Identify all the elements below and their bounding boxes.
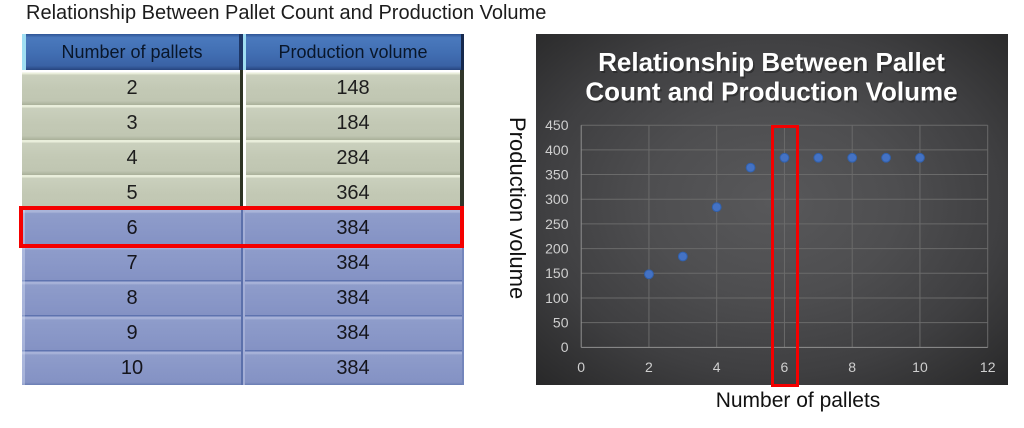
svg-text:250: 250	[545, 216, 569, 232]
svg-text:100: 100	[545, 290, 569, 306]
svg-text:50: 50	[553, 315, 569, 331]
svg-text:0: 0	[561, 339, 569, 355]
svg-text:450: 450	[545, 117, 569, 133]
svg-text:6: 6	[781, 359, 789, 375]
svg-text:400: 400	[545, 142, 569, 158]
svg-text:4: 4	[713, 359, 721, 375]
svg-text:Count and Production Volume: Count and Production Volume	[585, 77, 957, 107]
svg-text:0: 0	[577, 359, 585, 375]
svg-text:350: 350	[545, 167, 569, 183]
svg-text:Relationship Between Pallet: Relationship Between Pallet	[598, 47, 945, 77]
svg-text:Count and Production Volume: Count and Production Volume	[587, 78, 959, 108]
svg-text:150: 150	[545, 265, 569, 281]
svg-text:Relationship Between Pallet: Relationship Between Pallet	[600, 49, 947, 79]
svg-text:10: 10	[912, 359, 928, 375]
svg-text:8: 8	[848, 359, 856, 375]
svg-text:12: 12	[980, 359, 996, 375]
svg-text:2: 2	[645, 359, 653, 375]
svg-text:200: 200	[545, 241, 569, 257]
svg-text:300: 300	[545, 191, 569, 207]
